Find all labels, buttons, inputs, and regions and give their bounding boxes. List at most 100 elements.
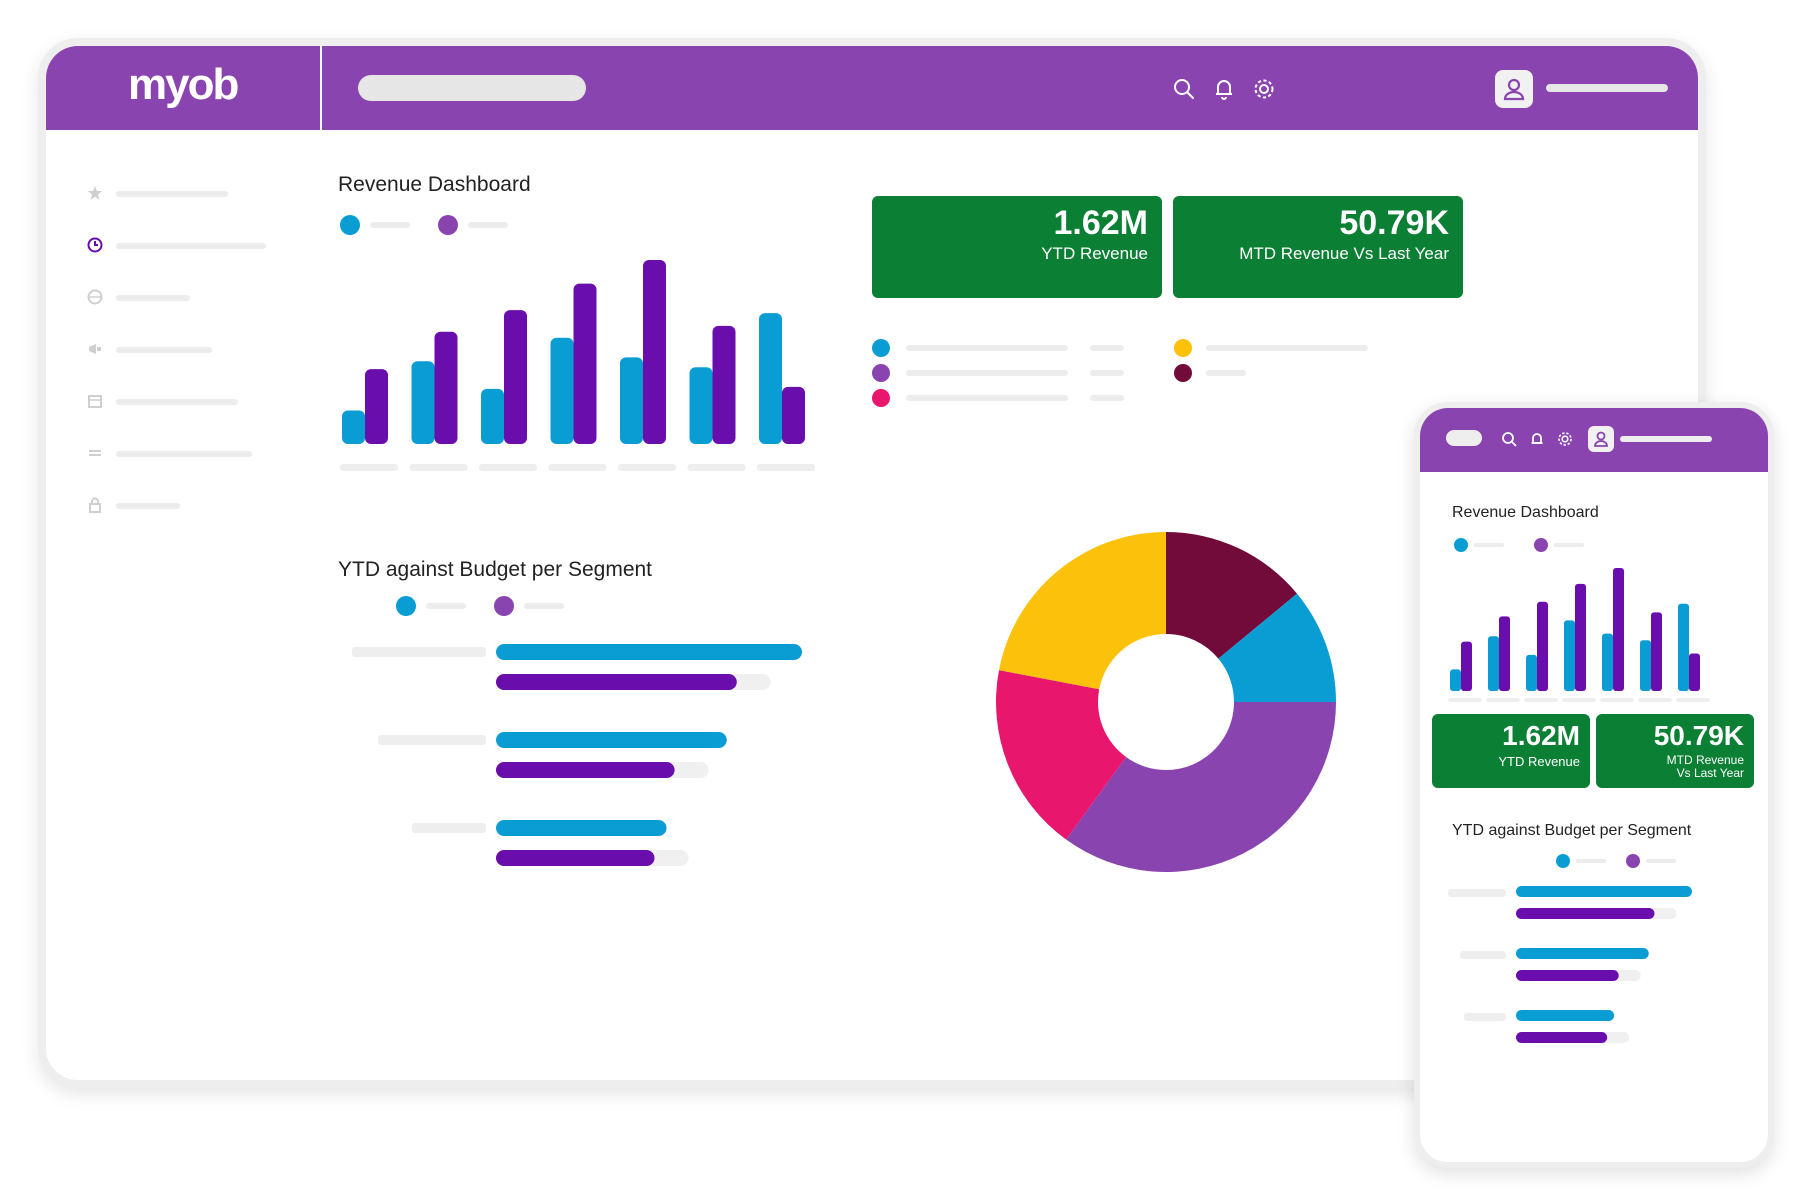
mobile-budget-bar-chart: [1448, 886, 1692, 1043]
avatar[interactable]: [1588, 426, 1614, 452]
bell-icon[interactable]: [1211, 76, 1237, 102]
legend-dot-series-1: [396, 596, 416, 616]
star-icon: [88, 186, 102, 200]
bell-icon[interactable]: [1528, 430, 1546, 448]
budget-segment-title: YTD against Budget per Segment: [338, 558, 653, 581]
kpi-label-line-2: Vs Last Year: [1676, 766, 1744, 780]
sidebar-item-label: [116, 243, 266, 249]
bar-series-1: [689, 367, 713, 444]
sidebar-item-label: [116, 451, 252, 457]
legend-dot-series-1: [1556, 854, 1570, 868]
bar-series-2: [1516, 970, 1619, 981]
tick-label-placeholder: [1600, 698, 1634, 702]
sidebar-item-label: [116, 191, 228, 197]
search-input[interactable]: [358, 75, 586, 101]
myob-logo[interactable]: myob: [128, 60, 239, 109]
gear-icon[interactable]: [1556, 430, 1574, 448]
bar-series-1: [550, 337, 574, 444]
kpi-label: MTD Revenue Vs Last Year: [1239, 244, 1449, 263]
donut-slice: [999, 532, 1166, 690]
kpi-label: YTD Revenue: [1041, 244, 1148, 263]
calendar-icon: [88, 395, 102, 408]
legend-label-placeholder: [468, 222, 508, 228]
bar-series-2: [1651, 612, 1662, 691]
bar-series-2: [1461, 641, 1472, 691]
bar-series-2: [496, 762, 675, 778]
tick-label-placeholder: [409, 464, 468, 471]
swap-icon: [89, 450, 101, 456]
bar-series-1: [1516, 886, 1692, 897]
bar-series-1: [1564, 620, 1575, 691]
legend-dot-series-2: [494, 596, 514, 616]
tick-label-placeholder: [340, 464, 398, 471]
tick-label-placeholder: [479, 464, 537, 471]
tick-label-placeholder: [1676, 698, 1710, 702]
mobile-menu-toggle[interactable]: [1446, 430, 1482, 446]
category-label-placeholder: [1464, 1013, 1506, 1021]
mobile-device: Revenue Dashboard 1.62M YTD Revenue 50.7…: [1414, 402, 1774, 1168]
bar-series-2: [434, 331, 458, 444]
bar-series-2: [573, 283, 597, 444]
kpi-value: 1.62M: [1053, 204, 1149, 242]
legend-dot: [1174, 339, 1192, 357]
tick-label-placeholder: [687, 464, 746, 471]
bar-series-2: [496, 674, 737, 690]
lock-icon: [89, 497, 101, 513]
category-label-placeholder: [412, 823, 486, 833]
legend-dot: [872, 339, 890, 357]
bar-series-1: [342, 410, 365, 444]
bar-series-2: [782, 386, 805, 444]
sidebar-item-label: [116, 347, 212, 353]
sidebar-item-label: [116, 503, 180, 509]
segment-donut-chart: [996, 532, 1336, 872]
legend-label-placeholder: [370, 222, 410, 228]
legend-dot: [1174, 364, 1192, 382]
mobile-budget-segment-title: YTD against Budget per Segment: [1452, 822, 1692, 839]
bar-series-2: [1516, 1032, 1608, 1043]
bar-base-mask: [618, 445, 668, 459]
legend-label-placeholder: [1646, 859, 1676, 863]
legend-label-placeholder: [1554, 543, 1584, 547]
avatar[interactable]: [1495, 70, 1533, 108]
bar-series-1: [1488, 636, 1499, 691]
bar-base-mask: [1676, 692, 1702, 700]
legend-label-placeholder: [906, 395, 1068, 401]
search-icon[interactable]: [1500, 430, 1518, 448]
gear-icon[interactable]: [1251, 76, 1277, 102]
donut-slice: [1066, 702, 1336, 872]
legend-dot-series-1: [1454, 538, 1468, 552]
bar-series-2: [1575, 583, 1586, 691]
category-label-placeholder: [1460, 951, 1506, 959]
user-name-placeholder: [1620, 436, 1712, 442]
donut-slice: [1166, 532, 1297, 659]
bar-series-1: [411, 361, 435, 444]
kpi-card-ytd-revenue[interactable]: 1.62M YTD Revenue: [872, 196, 1162, 298]
donut-slice: [996, 670, 1127, 840]
bar-series-2: [496, 850, 655, 866]
bar-series-2: [504, 310, 527, 444]
search-icon[interactable]: [1171, 76, 1197, 102]
legend-label-placeholder: [1576, 859, 1606, 863]
bar-base-mask: [1562, 692, 1588, 700]
tick-label-placeholder: [618, 464, 676, 471]
tick-label-placeholder: [1562, 698, 1596, 702]
tick-label-placeholder: [548, 464, 607, 471]
mobile-kpi-card-ytd-revenue[interactable]: 1.62M YTD Revenue: [1432, 714, 1590, 788]
kpi-card-mtd-revenue[interactable]: 50.79K MTD Revenue Vs Last Year: [1173, 196, 1463, 298]
legend-label-placeholder: [426, 603, 466, 609]
legend-dot-series-2: [1626, 854, 1640, 868]
legend-label-placeholder: [1474, 543, 1504, 547]
globe-icon: [87, 289, 103, 305]
mobile-kpi-card-mtd-revenue[interactable]: 50.79K MTD Revenue Vs Last Year: [1596, 714, 1754, 788]
bar-series-2: [643, 260, 666, 444]
mobile-revenue-bar-chart: [1448, 568, 1710, 702]
bar-series-1: [496, 644, 802, 660]
bar-base-mask: [1448, 692, 1474, 700]
bar-series-2: [1516, 908, 1655, 919]
bar-series-1: [1640, 640, 1651, 691]
bar-series-2: [1499, 616, 1510, 691]
bar-base-mask: [548, 445, 599, 459]
tick-label-placeholder: [1448, 698, 1482, 702]
tick-label-placeholder: [757, 464, 815, 471]
revenue-bar-chart: [340, 260, 815, 471]
